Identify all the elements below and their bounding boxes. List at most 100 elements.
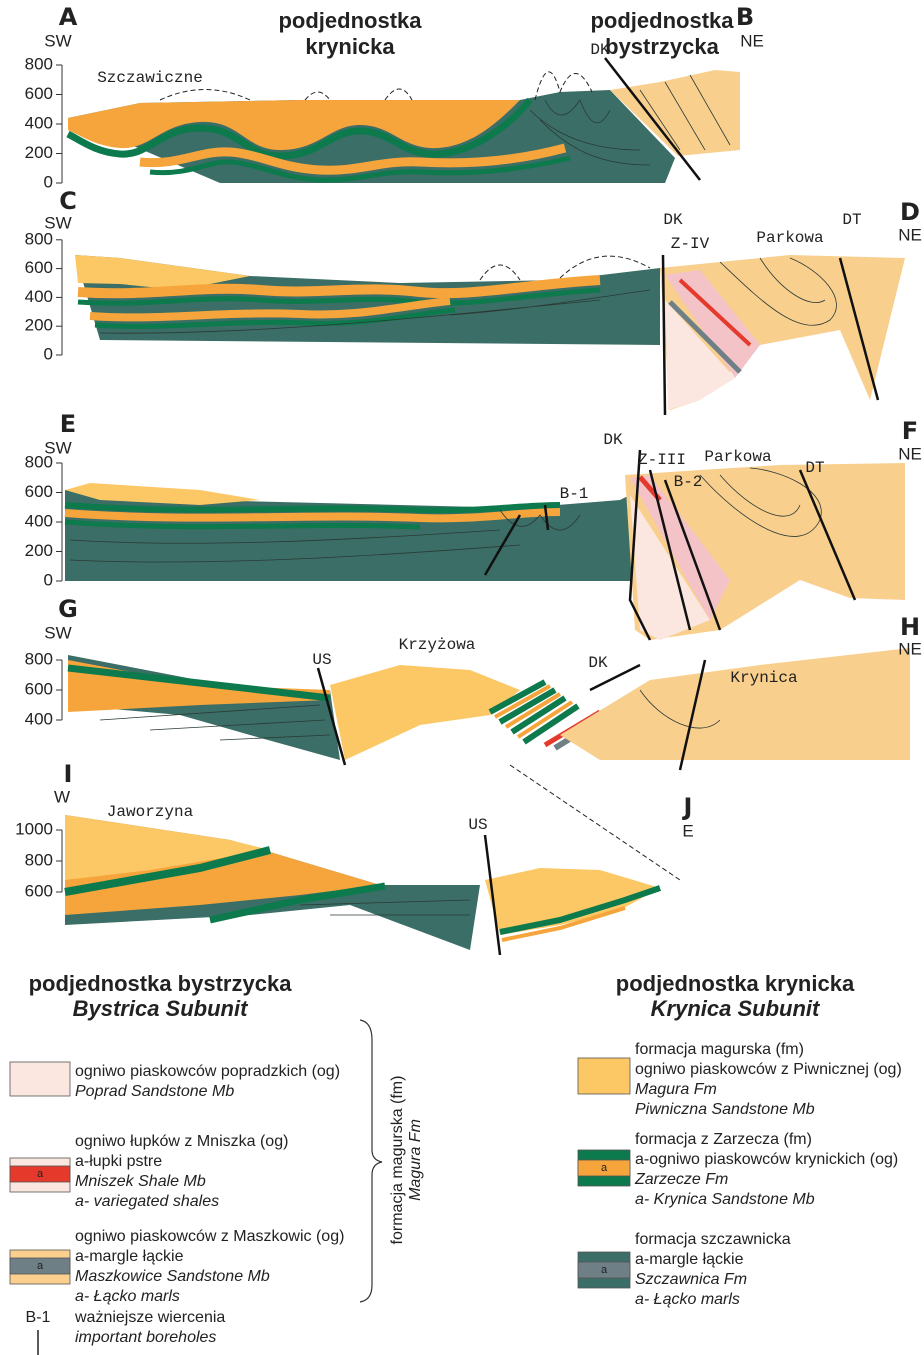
annotation: Z-IV [671,235,710,253]
legend-text: Mniszek Shale Mb [75,1173,206,1190]
section-end: B [736,3,754,31]
legend-text: ogniwo piaskowców popradzkich (og) [75,1063,340,1080]
legend-text: Poprad Sandstone Mb [75,1083,234,1100]
annotation: podjednostka [278,8,422,33]
legend-text: ogniwo piaskowców z Piwnicznej (og) [635,1061,902,1078]
annotation: US [468,816,487,834]
section-start: G [58,595,78,623]
legend-text: ważniejsze wiercenia [74,1309,225,1326]
tick-label: 200 [25,316,53,335]
legend-text: ogniwo piaskowców z Maszkowic (og) [75,1228,344,1245]
tick-label: 600 [25,881,53,900]
legend-text: a- Krynica Sandstone Mb [635,1191,815,1208]
annotation: Krzyżowa [399,636,476,654]
section-start: A [59,3,78,31]
annotation: DK [663,211,683,229]
tick-label: 1000 [15,819,53,838]
direction: NE [898,225,922,244]
tick-label: 0 [44,172,53,191]
legend-text: a-łupki pstre [75,1153,162,1170]
annotation: bystrzycka [605,34,720,59]
tick-label: 400 [25,511,53,530]
swatch-label: a [601,1162,608,1174]
tick-label: 800 [25,452,53,471]
legend-text: Magura Fm [635,1081,717,1098]
annotation: B-1 [560,485,589,503]
brace-label: formacja magurska (fm) [389,1076,406,1245]
legend-subtitle: Bystrica Subunit [73,996,249,1021]
section-end: H [900,613,920,641]
tick-label: 0 [44,344,53,363]
direction: W [54,787,70,806]
direction: SW [44,31,71,50]
legend-text: formacja magurska (fm) [635,1041,804,1058]
legend-text: Maszkowice Sandstone Mb [75,1268,270,1285]
tick-label: 400 [25,709,53,728]
direction: NE [898,444,922,463]
annotation: Szczawiczne [97,69,203,87]
swatch-label: a [601,1264,608,1276]
legend-text: a- Łącko marls [75,1288,180,1305]
section-ef [65,450,905,640]
annotation: US [312,651,331,669]
figure: ABSWNE8006004002000podjednostkakrynickap… [0,0,924,1355]
direction: NE [898,639,922,658]
annotation: DK [603,431,623,449]
annotation: DK [588,654,608,672]
annotation: Parkowa [704,448,772,466]
tick-label: 800 [25,229,53,248]
section-end: F [902,417,918,445]
section-start: C [59,187,77,215]
legend-text: Szczawnica Fm [635,1271,747,1288]
section-start: I [64,760,73,788]
section-start: E [60,410,76,438]
tick-label: 200 [25,541,53,560]
legend-title: podjednostka krynicka [616,971,855,996]
annotation: Parkowa [756,229,824,247]
legend-text: a-ogniwo piaskowców krynickich (og) [635,1151,898,1168]
tick-label: 600 [25,84,53,103]
swatch-label: a [37,1260,44,1272]
legend-text: formacja z Zarzecza (fm) [635,1131,812,1148]
tick-label: 800 [25,54,53,73]
annotation: DT [805,459,824,477]
legend-text: a-margle łąckie [75,1248,184,1265]
swatch-label: a [37,1168,44,1180]
legend-text: a- Łącko marls [635,1291,740,1308]
direction: NE [740,31,764,50]
section-end: J [682,793,693,821]
tick-label: 600 [25,258,53,277]
section-end: D [900,198,920,226]
legend-text: important boreholes [75,1329,216,1346]
section-ij [65,815,660,955]
annotation: Krynica [730,669,798,687]
brace-label: Magura Fm [407,1119,424,1201]
legend-text: a- variegated shales [75,1193,219,1210]
annotation: DT [842,211,861,229]
annotation: DK [590,41,610,59]
tick-label: 200 [25,143,53,162]
borehole-symbol: B-1 [26,1309,51,1326]
tick-label: 600 [25,679,53,698]
annotation: B-2 [674,473,703,491]
annotation: podjednostka [590,8,734,33]
annotation: krynicka [305,34,395,59]
legend-text: Piwniczna Sandstone Mb [635,1101,815,1118]
tick-label: 800 [25,850,53,869]
tick-label: 600 [25,482,53,501]
legend-title: podjednostka bystrzycka [29,971,293,996]
legend-text: Zarzecze Fm [634,1171,728,1188]
tick-label: 800 [25,649,53,668]
tick-label: 400 [25,287,53,306]
annotation: Z-III [638,451,686,469]
annotation: Jaworzyna [107,803,194,821]
section-cd [75,255,905,415]
legend-text: ogniwo łupków z Mniszka (og) [75,1133,288,1150]
legend-text: a-margle łąckie [635,1251,744,1268]
legend-text: formacja szczawnicka [635,1231,791,1248]
tick-label: 0 [44,570,53,589]
direction: E [682,821,693,840]
legend-subtitle: Krynica Subunit [651,996,821,1021]
direction: SW [44,623,71,642]
tick-label: 400 [25,113,53,132]
